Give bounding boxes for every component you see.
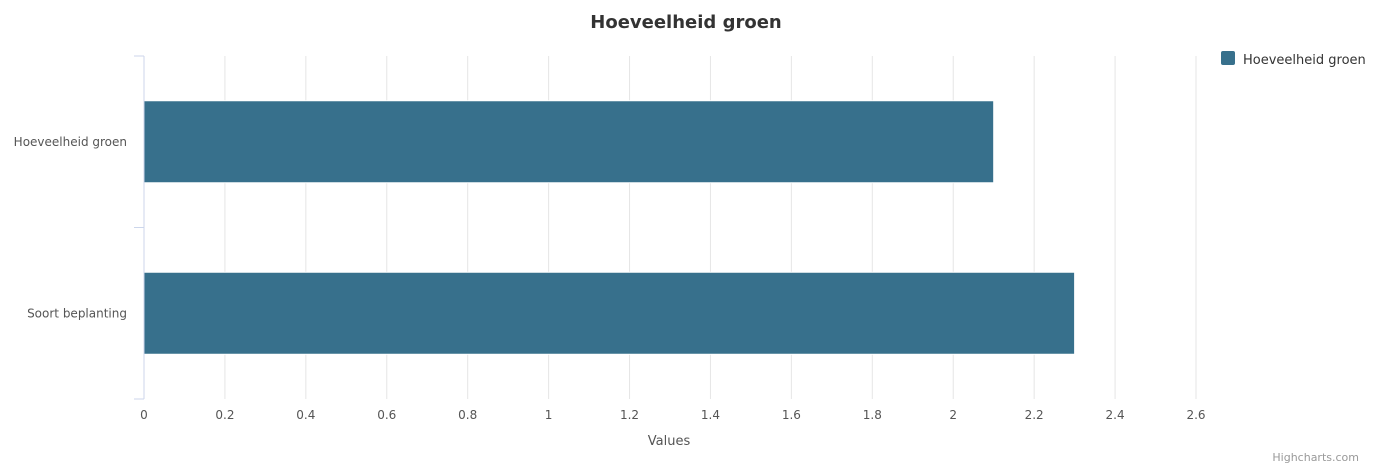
x-axis-title: Values — [648, 434, 691, 449]
bars — [143, 100, 1076, 355]
legend-swatch[interactable] — [1221, 51, 1235, 65]
x-tick-labels: 0 0.2 0.4 0.6 0.8 1 1.2 1.4 1.6 1.8 2 2.2 2.4 2.6 — [140, 408, 1205, 422]
bar[interactable] — [143, 100, 995, 184]
x-tick-label: 2.4 — [1106, 408, 1125, 422]
chart-title: Hoeveelheid groen — [590, 12, 781, 33]
bar[interactable] — [143, 271, 1076, 355]
axes — [134, 55, 145, 400]
x-tick-label: 0.2 — [215, 408, 234, 422]
x-tick-label: 1.4 — [701, 408, 720, 422]
x-tick-label: 0.4 — [296, 408, 315, 422]
x-tick-label: 1 — [545, 408, 553, 422]
credits-link[interactable]: Highcharts.com — [1272, 451, 1359, 463]
category-label: Hoeveelheid groen — [14, 135, 127, 149]
category-label: Soort beplanting — [27, 306, 127, 320]
legend-item-label[interactable]: Hoeveelheid groen — [1243, 53, 1366, 68]
x-tick-label: 1.6 — [782, 408, 801, 422]
category-labels: Hoeveelheid groen Soort beplanting — [14, 135, 127, 321]
x-tick-label: 0.8 — [458, 408, 477, 422]
x-tick-label: 2.6 — [1186, 408, 1205, 422]
legend[interactable]: Hoeveelheid groen — [1221, 51, 1366, 68]
x-tick-label: 1.8 — [863, 408, 882, 422]
x-tick-label: 0.6 — [377, 408, 396, 422]
x-tick-label: 0 — [140, 408, 148, 422]
x-tick-label: 2 — [949, 408, 957, 422]
x-tick-label: 2.2 — [1025, 408, 1044, 422]
x-tick-label: 1.2 — [620, 408, 639, 422]
